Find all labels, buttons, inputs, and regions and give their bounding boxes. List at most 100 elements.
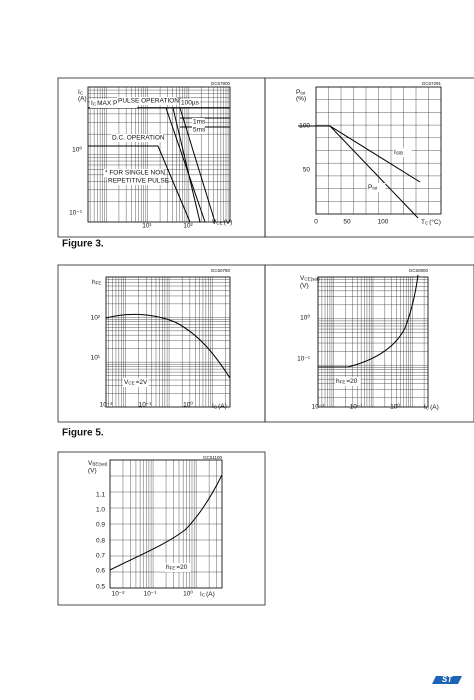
label-tail: =2V — [136, 379, 148, 386]
label: TC(°C) — [421, 218, 441, 226]
annotation: 100µs — [181, 100, 200, 107]
x-tick-label: 10⁻¹ — [139, 402, 153, 409]
annotation-bg — [165, 563, 191, 572]
x-tick-label: 10² — [183, 223, 193, 230]
label-main: h — [166, 564, 170, 571]
caption: Figure 3. — [62, 239, 104, 250]
label-main: I — [424, 404, 426, 411]
label-sub: CE — [216, 221, 222, 226]
label: hFE=20 — [336, 378, 358, 385]
label-sub: tot — [372, 186, 378, 191]
annotation: D.C. OPERATION — [112, 135, 165, 142]
y-unit: (A) — [78, 96, 87, 103]
y-unit: (V) — [88, 468, 97, 475]
y-tick-label: 10⁰ — [300, 314, 310, 322]
label-sub: FE — [340, 380, 346, 385]
annotation-bg — [192, 118, 205, 126]
label-main: P — [296, 89, 300, 96]
label-tail: (A) — [206, 591, 215, 598]
label: VCE(sat) — [300, 275, 320, 282]
label-tail: =20 — [346, 378, 357, 385]
label-main: I — [212, 403, 214, 410]
figure-code: GC51100 — [203, 455, 222, 460]
label-sub: C — [425, 221, 429, 226]
plot-frame — [317, 276, 429, 408]
y-tick-label: 0.7 — [96, 553, 105, 560]
x-tick-label: 10⁰ — [390, 403, 400, 411]
annotation: * FOR SINGLE NON — [105, 170, 165, 177]
plot-frame — [315, 86, 442, 215]
x-tick-label: 10⁻² — [100, 402, 114, 409]
label-main: V — [300, 275, 305, 282]
label: hFE=20 — [166, 564, 188, 571]
plot-frame — [105, 276, 231, 408]
label-main: V — [124, 379, 129, 386]
x-tick-label: 10⁻¹ — [144, 591, 158, 598]
x-tick-label: 100 — [378, 219, 389, 226]
x-tick-label: 10¹ — [142, 223, 152, 230]
label-main: h — [92, 279, 96, 286]
y-tick-label: 1.1 — [96, 492, 105, 499]
label-sub: C — [80, 91, 84, 96]
y-tick-label: 10² — [91, 315, 101, 322]
label: Ptot — [296, 89, 306, 96]
label-sub: tot — [300, 91, 306, 96]
figure-code: GC50800 — [409, 268, 429, 273]
annotation-bg — [393, 148, 412, 157]
logo-text: ST — [442, 675, 453, 684]
label-sub: FE — [170, 566, 176, 571]
annotation: REPETITIVE PULSE — [108, 178, 170, 185]
label-main: V — [88, 460, 93, 467]
label-sub: FE — [96, 281, 102, 286]
y-tick-label: 10⁰ — [72, 146, 82, 154]
label-sub: S/B — [396, 151, 403, 156]
st-logo: ST — [432, 675, 462, 684]
y-tick-label: 10⁻¹ — [69, 210, 83, 217]
label-main: h — [336, 378, 340, 385]
label: IC(A) — [200, 591, 215, 598]
label-main: I — [78, 89, 80, 96]
label-main: P — [368, 184, 372, 191]
label-tail: (A) — [430, 404, 439, 411]
label: VCE=2V — [124, 379, 148, 386]
figure-code: GC50780 — [211, 268, 231, 273]
annotation-bg — [111, 134, 164, 142]
label: IC(A) — [424, 404, 439, 411]
label-tail: (V) — [224, 219, 233, 226]
curve — [105, 313, 231, 379]
label: IS/B — [394, 149, 403, 156]
y-tick-label: 10¹ — [91, 355, 101, 362]
curve — [172, 107, 201, 223]
plot-frame — [109, 459, 223, 589]
annotation-bg — [335, 377, 361, 386]
y-tick-label: 0.8 — [96, 538, 105, 545]
x-tick-label: 10⁻² — [312, 404, 326, 411]
label-sub: BE(sat) — [92, 462, 108, 467]
x-tick-label: 10⁰ — [183, 590, 193, 598]
x-tick-label: 10⁰ — [183, 401, 193, 409]
annotation: 1ms — [193, 119, 206, 126]
x-tick-label: 0 — [314, 219, 318, 226]
plot-frame — [87, 86, 231, 223]
label-sub: C — [214, 405, 218, 410]
label-sub: CE — [128, 381, 134, 386]
y-tick-label: 10⁻¹ — [297, 356, 311, 363]
label-sub: C — [426, 406, 430, 411]
label: IC — [78, 89, 84, 96]
curve — [318, 274, 419, 368]
figure-box — [264, 77, 474, 238]
annotation-bg — [90, 99, 138, 108]
curve — [88, 145, 191, 223]
label-tail: (°C) — [429, 218, 441, 226]
x-tick-label: 10⁻¹ — [350, 404, 364, 411]
curve — [329, 125, 421, 183]
label-tail: =20 — [176, 564, 187, 571]
label: Ptot — [368, 184, 378, 191]
label-main: I — [394, 149, 396, 156]
y-tick-label: 0.9 — [96, 522, 105, 529]
caption: Figure 5. — [62, 428, 104, 439]
y-tick-label: 0.6 — [96, 568, 105, 575]
annotation-bg — [123, 378, 149, 387]
annotation-bg — [180, 99, 200, 107]
